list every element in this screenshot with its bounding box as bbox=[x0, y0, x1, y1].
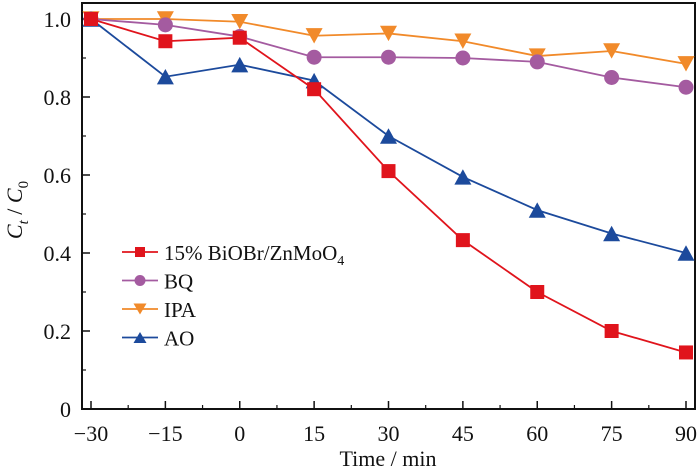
marker-triangle-down bbox=[603, 43, 621, 59]
series-layer bbox=[82, 11, 695, 360]
marker-square bbox=[135, 247, 145, 257]
y-tick-label: 0 bbox=[60, 397, 71, 422]
marker-triangle-up bbox=[603, 225, 621, 242]
series-ao bbox=[82, 11, 695, 261]
x-tick-label: 75 bbox=[601, 421, 623, 446]
marker-triangle-down bbox=[133, 303, 147, 315]
series-bq bbox=[83, 11, 694, 95]
legend-label-sub: 4 bbox=[337, 254, 344, 269]
marker-triangle-up bbox=[528, 202, 546, 218]
x-axis: −30 −15 0 15 30 45 60 75 90 bbox=[74, 401, 697, 446]
x-tick-label: 0 bbox=[234, 421, 245, 446]
marker-circle bbox=[157, 17, 173, 33]
marker-square bbox=[455, 233, 470, 248]
legend-label-main: AO bbox=[164, 327, 194, 351]
y-tick-label: 0.8 bbox=[44, 85, 72, 110]
legend-label: AO bbox=[164, 327, 194, 351]
marker-circle bbox=[604, 70, 620, 85]
series-15-biobr-znmoo4 bbox=[84, 12, 693, 360]
marker-square bbox=[232, 30, 247, 45]
x-tick-label: 60 bbox=[526, 421, 548, 446]
legend-item: BQ bbox=[122, 270, 193, 294]
marker-triangle-down bbox=[305, 28, 323, 44]
y-axis-title-sub-0: 0 bbox=[16, 181, 32, 189]
marker-square bbox=[604, 324, 619, 338]
legend-label: IPA bbox=[164, 298, 197, 322]
x-tick-label: 45 bbox=[452, 421, 474, 446]
marker-circle bbox=[134, 275, 146, 286]
marker-triangle-down bbox=[380, 25, 397, 42]
marker-triangle-down bbox=[677, 56, 695, 72]
x-tick-label: −30 bbox=[74, 421, 108, 446]
legend-label: BQ bbox=[164, 270, 193, 294]
marker-square bbox=[679, 345, 693, 360]
y-tick-label: 0.4 bbox=[44, 241, 72, 266]
marker-circle bbox=[381, 49, 396, 65]
legend-label-main: IPA bbox=[164, 298, 197, 322]
y-tick-label: 1.0 bbox=[44, 7, 72, 32]
y-axis: 0 0.2 0.4 0.6 0.8 1.0 bbox=[44, 7, 90, 422]
y-tick-label: 0.6 bbox=[44, 163, 72, 188]
x-tick-label: 15 bbox=[303, 421, 325, 446]
marker-square bbox=[158, 34, 173, 49]
marker-circle bbox=[306, 49, 322, 65]
legend-item: 15% BiOBr/ZnMoO4 bbox=[122, 241, 344, 269]
y-axis-title-c: C bbox=[2, 224, 27, 239]
legend-item: IPA bbox=[122, 298, 197, 322]
marker-circle bbox=[455, 50, 471, 66]
x-tick-label: 30 bbox=[378, 421, 400, 446]
marker-triangle-up bbox=[133, 332, 147, 343]
x-axis-title: Time / min bbox=[340, 446, 437, 471]
x-tick-label: 90 bbox=[675, 421, 697, 446]
y-axis-title: Ct / C0 bbox=[2, 181, 32, 239]
marker-circle bbox=[678, 79, 694, 95]
marker-circle bbox=[529, 54, 545, 70]
marker-triangle-down bbox=[454, 33, 472, 49]
marker-triangle-up bbox=[677, 245, 695, 261]
legend-label-main: 15% BiOBr/ZnMoO bbox=[164, 241, 337, 265]
marker-square bbox=[530, 285, 545, 299]
marker-square bbox=[381, 164, 396, 179]
legend-item: AO bbox=[122, 327, 194, 351]
y-tick-label: 0.2 bbox=[44, 319, 72, 344]
x-tick-label: −15 bbox=[148, 421, 182, 446]
marker-triangle-up bbox=[454, 169, 472, 185]
y-axis-title-sep: / bbox=[2, 203, 27, 220]
marker-triangle-up bbox=[231, 56, 249, 73]
y-axis-title-sub-t: t bbox=[16, 219, 32, 224]
marker-triangle-down bbox=[231, 14, 249, 30]
legend-label-main: BQ bbox=[164, 270, 193, 294]
marker-square bbox=[84, 12, 98, 26]
legend-label: 15% BiOBr/ZnMoO4 bbox=[164, 241, 344, 269]
y-axis-title-c0: C bbox=[2, 188, 27, 203]
marker-triangle-up bbox=[380, 128, 397, 144]
marker-triangle-up bbox=[156, 69, 174, 85]
marker-square bbox=[307, 82, 322, 97]
